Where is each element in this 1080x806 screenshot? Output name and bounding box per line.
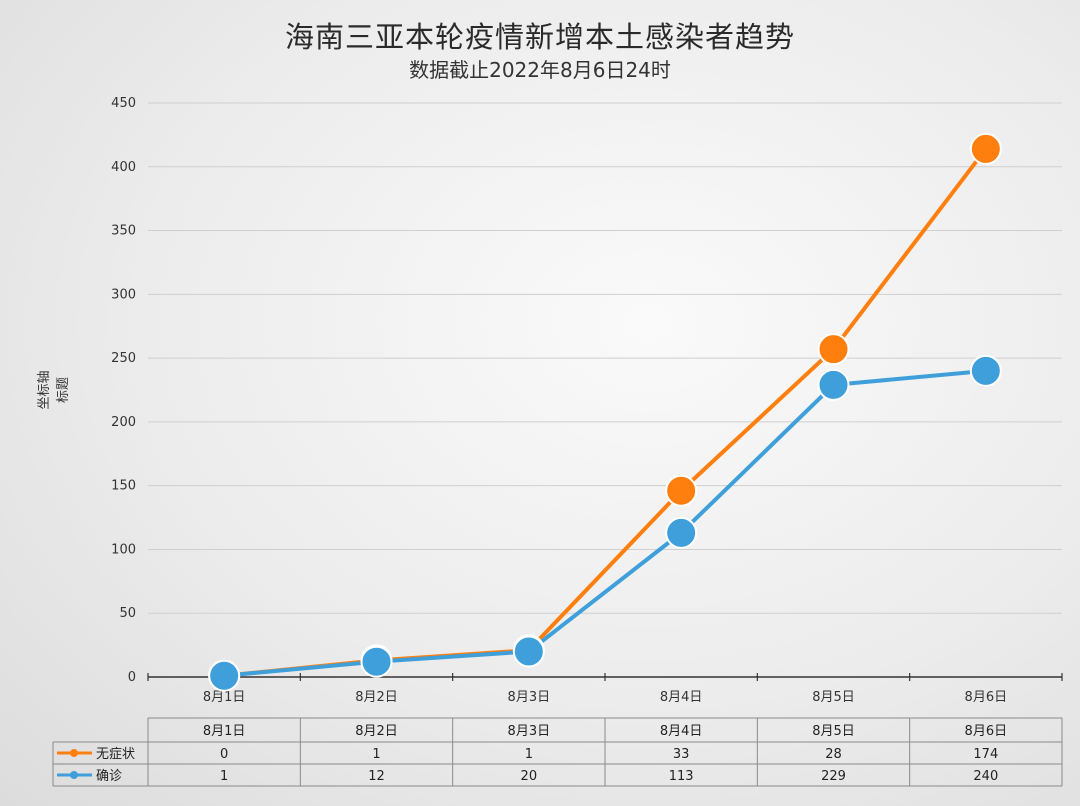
legend-swatch-marker [70, 749, 78, 757]
table-header-cell: 8月2日 [355, 724, 398, 739]
table-cell: 20 [521, 769, 538, 784]
x-tick-label: 8月2日 [355, 690, 398, 705]
x-tick-label: 8月4日 [660, 690, 703, 705]
y-tick-label: 200 [111, 415, 136, 430]
table-header-cell: 8月5日 [812, 724, 855, 739]
y-tick-label: 300 [111, 287, 136, 302]
y-tick-label: 100 [111, 542, 136, 557]
y-tick-label: 350 [111, 224, 136, 239]
y-tick-label: 250 [111, 351, 136, 366]
y-tick-label: 0 [128, 670, 136, 685]
table-cell: 240 [973, 769, 998, 784]
table-cell: 33 [673, 747, 690, 762]
data-point-s2 [208, 659, 241, 692]
table-cell: 28 [825, 747, 842, 762]
data-point-s2 [665, 516, 698, 549]
table-cell: 113 [669, 769, 694, 784]
chart-subtitle: 数据截止2022年8月6日24时 [409, 58, 671, 82]
table-cell: 12 [368, 769, 385, 784]
x-tick-label: 8月1日 [203, 690, 246, 705]
data-point-s2 [512, 635, 545, 668]
data-point-s2 [817, 368, 850, 401]
y-tick-label: 400 [111, 160, 136, 175]
legend-swatch-marker [70, 771, 78, 779]
data-point-s1 [665, 474, 698, 507]
table-cell: 1 [220, 769, 228, 784]
data-point-s2 [969, 354, 1002, 387]
x-tick-label: 8月5日 [812, 690, 855, 705]
table-cell: 1 [372, 747, 380, 762]
table-cell: 1 [525, 747, 533, 762]
table-header-cell: 8月1日 [203, 724, 246, 739]
data-point-s1 [969, 132, 1002, 165]
data-point-s2 [360, 645, 393, 678]
table-header-cell: 8月4日 [660, 724, 703, 739]
y-tick-label: 450 [111, 96, 136, 111]
table-cell: 229 [821, 769, 846, 784]
table-cell: 0 [220, 747, 228, 762]
x-tick-label: 8月3日 [508, 690, 551, 705]
x-tick-label: 8月6日 [965, 690, 1008, 705]
y-tick-label: 50 [119, 606, 136, 621]
series-line-2 [223, 368, 987, 678]
legend-label: 无症状 [96, 747, 135, 762]
table-header-cell: 8月3日 [508, 724, 551, 739]
table-header-cell: 8月6日 [965, 724, 1008, 739]
legend-label: 确诊 [96, 769, 122, 784]
table-cell: 174 [973, 747, 998, 762]
series-line-1 [223, 147, 988, 678]
y-tick-label: 150 [111, 479, 136, 494]
data-point-s1 [817, 333, 850, 366]
chart-title: 海南三亚本轮疫情新增本土感染者趋势 [284, 20, 795, 54]
